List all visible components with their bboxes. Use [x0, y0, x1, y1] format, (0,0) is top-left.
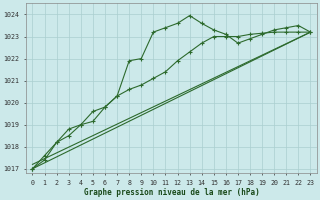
X-axis label: Graphe pression niveau de la mer (hPa): Graphe pression niveau de la mer (hPa): [84, 188, 259, 197]
